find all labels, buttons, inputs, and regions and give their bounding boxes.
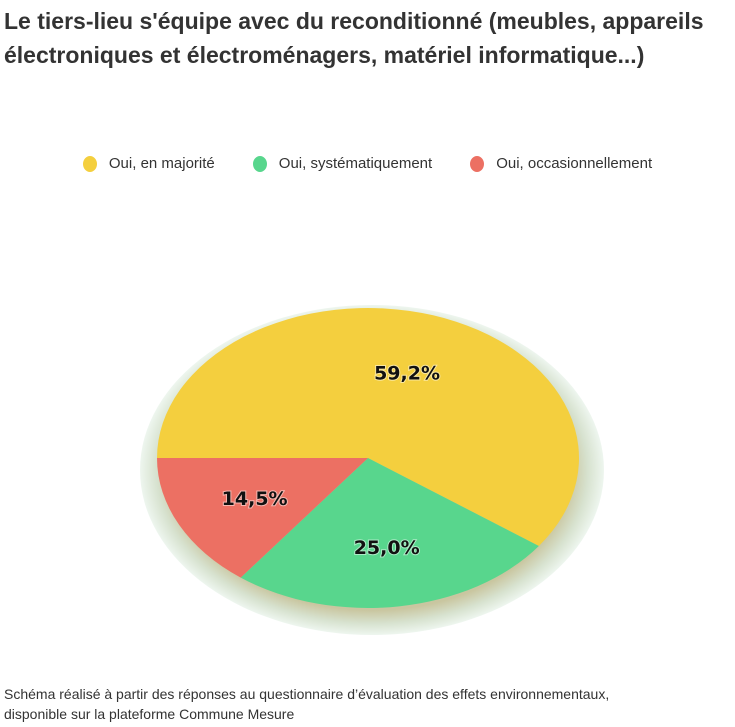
caption: Schéma réalisé à partir des réponses au … <box>4 684 609 724</box>
pie-slice[interactable] <box>157 308 579 547</box>
slice-label: 14,5% <box>222 488 288 510</box>
legend-dot <box>82 155 97 172</box>
legend-item-occasionnellement[interactable]: Oui, occasionnellement <box>470 155 652 172</box>
legend-dot <box>252 155 267 172</box>
legend-item-majorite[interactable]: Oui, en majorité <box>82 155 215 172</box>
slice-label: 59,2% <box>374 362 440 384</box>
legend: Oui, en majorité Oui, systématiquement O… <box>0 155 735 172</box>
pie-slice[interactable] <box>157 458 368 578</box>
legend-label: Oui, systématiquement <box>278 155 433 172</box>
chart-title: Le tiers-lieu s'équipe avec du reconditi… <box>4 8 704 68</box>
caption-line: Schéma réalisé à partir des réponses au … <box>4 686 610 702</box>
legend-item-systematiquement[interactable]: Oui, systématiquement <box>252 155 433 172</box>
legend-dot <box>470 155 485 172</box>
legend-label: Oui, occasionnellement <box>496 155 653 172</box>
pie-slice[interactable] <box>240 458 539 608</box>
legend-label: Oui, en majorité <box>108 155 215 172</box>
slice-label: 25,0% <box>354 537 420 559</box>
caption-line: disponible sur la plateforme Commune Mes… <box>4 706 295 722</box>
